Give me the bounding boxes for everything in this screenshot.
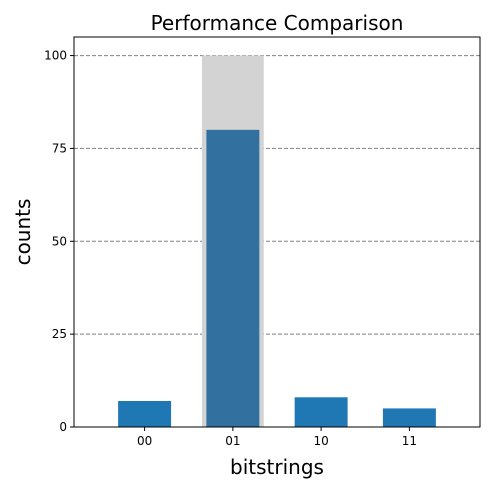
x-tick-label: 00 [137, 434, 152, 448]
y-tick-label: 0 [59, 420, 67, 434]
x-tick-label: 01 [225, 434, 240, 448]
bar-01 [206, 129, 260, 427]
bar-11 [382, 408, 436, 427]
y-tick-label: 100 [44, 49, 67, 63]
chart-title: Performance Comparison [151, 11, 404, 35]
plot-frame [73, 36, 481, 428]
bars [118, 129, 436, 427]
y-axis-ticks: 0 25 50 75 100 [44, 49, 74, 434]
x-axis-ticks: 00 01 10 11 [137, 427, 417, 448]
y-axis-label: counts [11, 199, 35, 266]
y-tick-label: 50 [52, 234, 67, 248]
y-tick-label: 75 [52, 141, 67, 155]
gridlines [74, 55, 480, 335]
y-tick-label: 25 [52, 327, 67, 341]
x-axis-label: bitstrings [230, 455, 324, 479]
x-tick-label: 10 [313, 434, 328, 448]
x-tick-label: 11 [402, 434, 417, 448]
bar-10 [294, 397, 348, 427]
bar-00 [118, 401, 172, 427]
